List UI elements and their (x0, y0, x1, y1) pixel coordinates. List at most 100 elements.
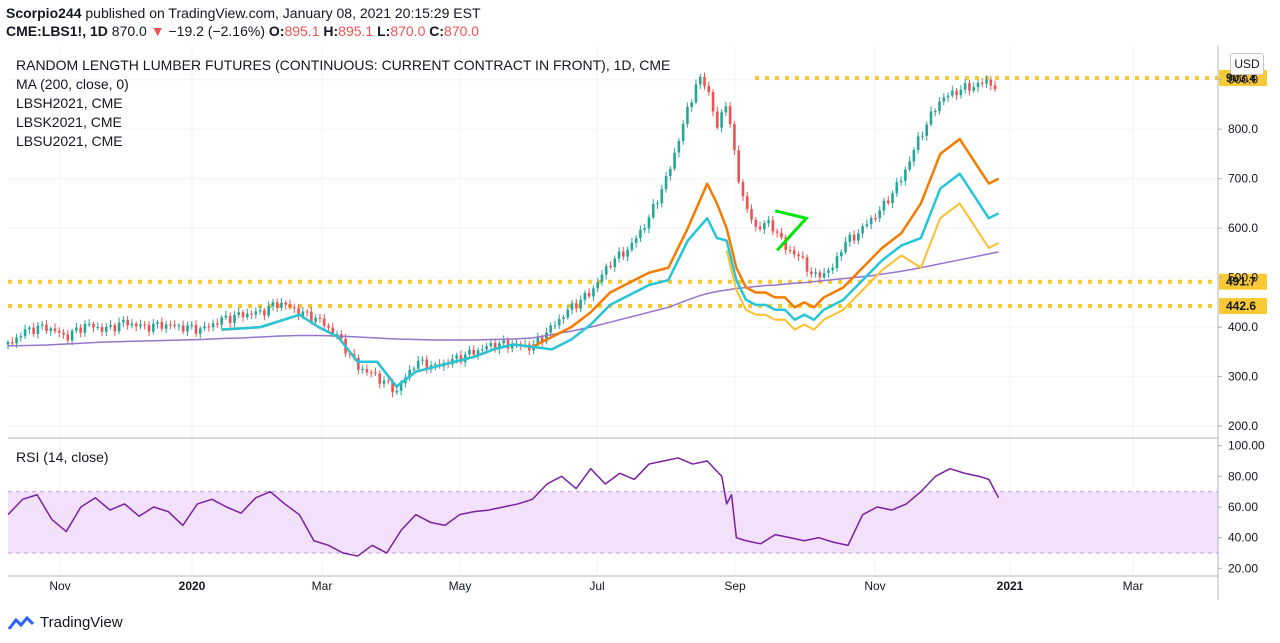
candle-body (656, 203, 659, 205)
candle-body (408, 369, 411, 378)
candle-body (369, 372, 373, 374)
candle-body (634, 238, 638, 243)
candle-body (741, 182, 745, 197)
candle-body (198, 328, 202, 334)
candle-body (348, 353, 352, 355)
candle-body (62, 332, 65, 335)
rsi-y-tick-label: 60.00 (1228, 500, 1258, 514)
candle-body (122, 319, 125, 323)
candle-body (848, 234, 852, 242)
candle-body (630, 242, 634, 250)
candle-body (391, 381, 394, 393)
chart-title: RANDOM LENGTH LUMBER FUTURES (CONTINUOUS… (16, 57, 671, 73)
candle-body (421, 359, 424, 361)
candle-body (126, 319, 129, 326)
candle-body (938, 101, 941, 112)
candle-body (925, 124, 929, 136)
candle-body (677, 140, 681, 153)
candle-body (592, 288, 595, 297)
candle-body (357, 357, 360, 370)
candle-body (733, 124, 736, 151)
legend-lbsk[interactable]: LBSK2021, CME (16, 114, 122, 130)
candle-body (459, 355, 463, 363)
rsi-pane (7, 457, 1218, 557)
candle-body (92, 323, 95, 328)
ma-200-line (7, 251, 999, 347)
candle-body (331, 327, 335, 335)
candle-body (485, 346, 488, 350)
candle-body (314, 317, 317, 322)
candle-body (703, 76, 706, 86)
triangle-pattern (774, 209, 810, 252)
candle-body (942, 97, 946, 102)
candle-body (53, 328, 57, 332)
candle-body (160, 322, 164, 329)
x-tick-label: 2021 (997, 579, 1024, 593)
candle-body (280, 302, 283, 308)
published-line: Scorpio244 published on TradingView.com,… (6, 5, 481, 21)
candle-body (139, 324, 142, 327)
candles (6, 72, 997, 398)
candle-body (857, 233, 860, 241)
candle-body (23, 329, 27, 337)
candle-body (361, 369, 364, 371)
candle-body (399, 383, 403, 391)
candle-body (19, 336, 23, 338)
candle-body (792, 250, 796, 255)
price-level-tag (1219, 273, 1267, 290)
candle-body (728, 106, 732, 125)
candle-body (797, 254, 800, 257)
candle-body (929, 111, 933, 125)
symbol-label[interactable]: CME:LBS1!, 1D (6, 23, 108, 39)
publisher-name[interactable]: Scorpio244 (6, 5, 82, 21)
candle-body (134, 323, 138, 327)
candle-body (557, 318, 561, 326)
candle-body (177, 325, 181, 327)
candle-body (916, 136, 920, 150)
candle-body (374, 372, 377, 374)
candle-body (993, 85, 997, 90)
candle-body (745, 196, 749, 209)
legend-ma[interactable]: MA (200, close, 0) (16, 76, 129, 92)
currency-button[interactable]: USD (1230, 53, 1264, 75)
candle-body (32, 327, 35, 335)
candle-body (780, 232, 783, 238)
candle-body (865, 224, 869, 227)
candle-body (301, 311, 305, 317)
candle-body (882, 200, 886, 211)
candle-body (968, 83, 971, 91)
candle-body (805, 257, 809, 272)
candle-body (382, 380, 386, 384)
candle-body (955, 90, 958, 96)
candle-body (698, 76, 702, 85)
candle-body (707, 85, 711, 92)
candle-body (228, 315, 232, 323)
candle-body (36, 325, 40, 335)
candle-body (216, 323, 219, 325)
y-tick-label: 200.0 (1228, 419, 1258, 433)
candle-body (609, 266, 612, 268)
legend-lbsh[interactable]: LBSH2021, CME (16, 95, 123, 111)
candle-body (481, 349, 484, 351)
candle-body (130, 323, 134, 326)
x-tick-label: Mar (1123, 579, 1144, 593)
candle-body (626, 249, 629, 257)
candle-body (468, 349, 471, 355)
candle-body (686, 106, 689, 124)
candle-body (79, 327, 82, 333)
candle-body (66, 334, 70, 341)
rsi-y-tick-label: 20.00 (1228, 561, 1258, 575)
candle-body (455, 355, 458, 359)
candle-body (617, 251, 621, 259)
rsi-legend[interactable]: RSI (14, close) (16, 449, 109, 465)
y-tick-label: 400.0 (1228, 320, 1258, 334)
candle-body (292, 307, 296, 309)
footer-brand[interactable]: TradingView (40, 614, 123, 631)
candle-body (164, 324, 168, 329)
candle-body (245, 313, 249, 318)
legend-lbsu[interactable]: LBSU2021, CME (16, 133, 123, 149)
candle-body (669, 168, 672, 176)
candle-body (318, 317, 322, 319)
candle-body (28, 327, 31, 330)
